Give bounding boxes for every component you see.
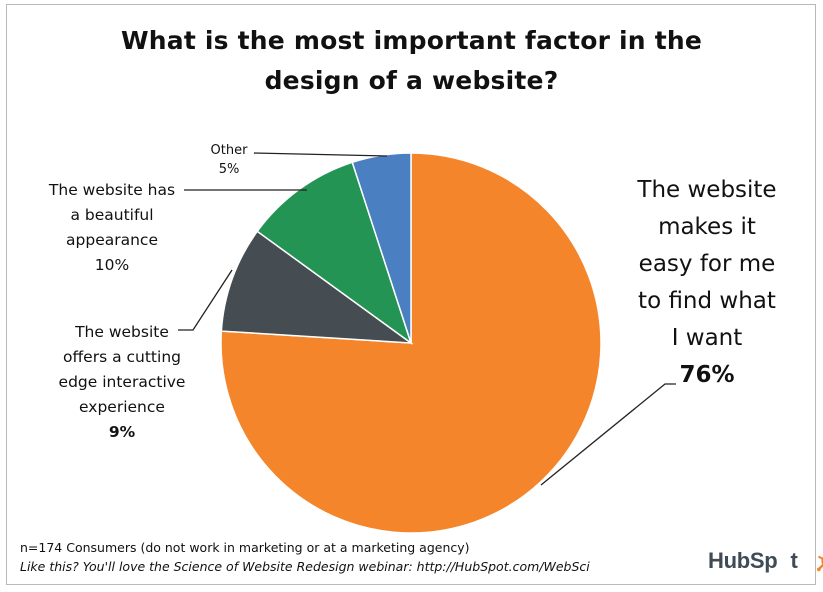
slice-label-main: The website makes it easy for me to find… — [622, 172, 792, 394]
slice-interactive — [220, 230, 414, 344]
slice-value-other: 5% — [218, 162, 240, 177]
slice-value-appearance: 10% — [94, 256, 130, 274]
webinar-promo: Like this? You'll love the Science of We… — [20, 559, 590, 574]
sprocket-icon — [817, 555, 823, 572]
slice-value-main: 76% — [679, 362, 735, 388]
chart-title-line-1: What is the most important factor in the — [120, 26, 702, 55]
chart-title-line-2: design of a website? — [264, 66, 559, 95]
hubspot-logo: HubSpo t — [708, 548, 823, 574]
slice-value-interactive: 9% — [108, 423, 136, 441]
slice-label-other: Other 5% — [196, 141, 262, 179]
slice-label-appearance: The website has a beautiful appearance 1… — [22, 178, 202, 278]
leader-line-main — [540, 383, 676, 486]
slice-label-interactive: The website offers a cutting edge intera… — [42, 320, 202, 445]
slice-appearance — [256, 161, 413, 345]
sample-footnote: n=174 Consumers (do not work in marketin… — [20, 540, 470, 555]
leader-line-interactive — [178, 269, 233, 331]
leader-line-other — [253, 152, 388, 157]
